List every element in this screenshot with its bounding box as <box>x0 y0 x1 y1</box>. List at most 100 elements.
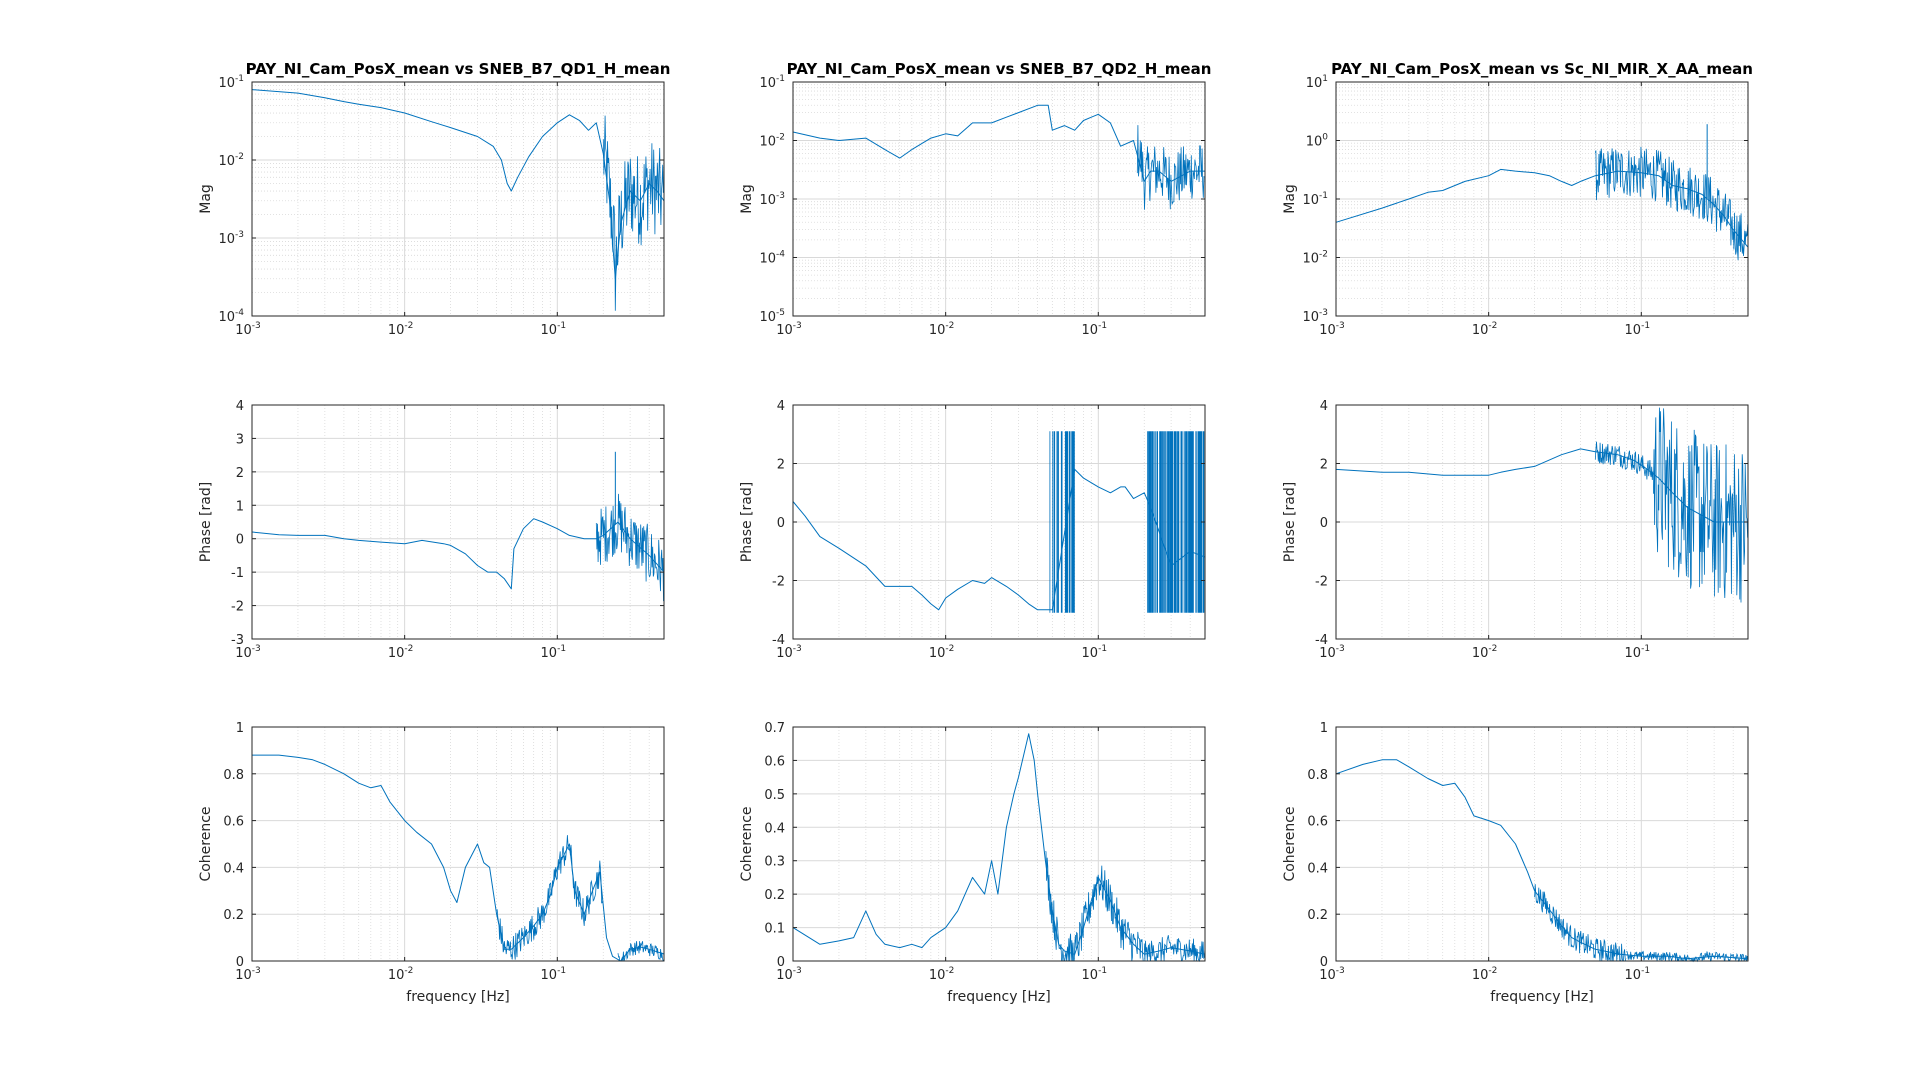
x-tick-label: 10-2 <box>388 966 414 983</box>
x-axis-label: frequency [Hz] <box>1490 989 1593 1005</box>
series-noise <box>617 941 664 962</box>
series-noise <box>1143 935 1206 963</box>
y-tick-label: -3 <box>231 633 244 648</box>
y-tick-label: 0 <box>777 955 785 970</box>
subplot-1-1: 10-3 10-2 10-1 -4 -2 0 2 4 Phase [rad] <box>739 399 1206 661</box>
series-noise <box>1594 146 1749 261</box>
x-tick-label: 10-1 <box>541 966 567 983</box>
y-tick-label: 0.8 <box>1307 768 1328 783</box>
y-tick-label: 2 <box>777 458 785 473</box>
y-tick-label: 1 <box>236 721 244 736</box>
y-tick-label: 3 <box>236 432 244 447</box>
y-axis-label: Mag <box>198 184 214 214</box>
y-axis-label: Mag <box>1282 184 1298 214</box>
y-tick-label: 0.6 <box>764 754 785 769</box>
y-tick-label: 4 <box>236 399 244 414</box>
y-tick-label: 1 <box>1320 721 1328 736</box>
x-tick-label: 10-1 <box>1082 644 1108 661</box>
y-tick-label: 0 <box>236 533 244 548</box>
x-tick-label: 10-3 <box>776 966 802 983</box>
y-tick-label: 0.4 <box>1307 861 1328 876</box>
y-tick-label: -1 <box>231 566 244 581</box>
y-tick-label: -2 <box>772 575 785 590</box>
y-tick-label: 0 <box>1320 516 1328 531</box>
x-tick-label: 10-2 <box>929 966 955 983</box>
x-tick-label: 10-1 <box>1625 966 1651 983</box>
subplot-title: PAY_NI_Cam_PosX_mean vs Sc_NI_MIR_X_AA_m… <box>1331 60 1753 78</box>
series-noise <box>602 115 665 311</box>
series-line <box>1335 168 1749 248</box>
grid <box>792 726 1205 962</box>
subplot-0-2: 10-3 10-2 10-1 10-3 10-2 10-1 100 101PAY_NI_Cam… <box>1282 60 1753 338</box>
subplot-title: PAY_NI_Cam_PosX_mean vs SNEB_B7_QD2_H_me… <box>787 60 1212 78</box>
y-tick-label: 101 <box>1306 74 1328 91</box>
y-axis-label: Coherence <box>1282 806 1298 881</box>
x-axis-label: frequency [Hz] <box>406 989 509 1005</box>
y-tick-label: 0 <box>236 955 244 970</box>
axes-box <box>251 726 665 962</box>
y-tick-label: 2 <box>1320 458 1328 473</box>
y-tick-label: 0.2 <box>223 908 244 923</box>
y-tick-label: 10-3 <box>218 230 244 247</box>
x-tick-label: 10-3 <box>1319 321 1345 338</box>
x-tick-label: 10-3 <box>235 966 261 983</box>
y-tick-label: 10-2 <box>218 152 244 169</box>
y-tick-label: 10-1 <box>218 74 244 91</box>
y-tick-label: 0.4 <box>764 821 785 836</box>
plot-area <box>252 82 664 316</box>
x-axis-label: frequency [Hz] <box>947 989 1050 1005</box>
y-tick-label: 0.3 <box>764 855 785 870</box>
y-tick-label: 1 <box>236 499 244 514</box>
y-axis-label: Coherence <box>739 806 755 881</box>
x-tick-label: 10-3 <box>235 644 261 661</box>
subplot-2-1: 10-3 10-2 10-1 0 0.1 0.2 0.3 0.4 0.5 0.6 0.7 Cohere… <box>739 721 1206 1005</box>
subplot-2-0: 10-3 10-2 10-1 0 0.2 0.4 0.6 0.8 1 Coherence frequ… <box>198 721 665 1005</box>
series-noise <box>1594 441 1654 481</box>
y-tick-label: 100 <box>1306 133 1329 150</box>
x-tick-label: 10-3 <box>1319 644 1345 661</box>
y-tick-label: 10-2 <box>759 133 785 150</box>
x-tick-label: 10-2 <box>929 644 955 661</box>
plot-area <box>252 727 664 961</box>
y-tick-label: 4 <box>777 399 785 414</box>
y-tick-label: 10-4 <box>218 308 244 325</box>
axes-box <box>251 404 665 640</box>
series-noise <box>1534 884 1627 962</box>
subplot-title: PAY_NI_Cam_PosX_mean vs SNEB_B7_QD1_H_me… <box>246 60 671 78</box>
axes-box <box>792 726 1206 962</box>
y-tick-label: 10-5 <box>759 308 785 325</box>
series-noise <box>496 835 604 960</box>
x-tick-label: 10-2 <box>1472 321 1498 338</box>
plot-area <box>252 405 664 639</box>
axes-box <box>251 81 665 317</box>
subplot-1-0: 10-3 10-2 10-1 -3 -2 -1 0 1 2 3 4 Phase [rad] <box>198 399 665 661</box>
x-tick-label: 10-1 <box>541 321 567 338</box>
y-tick-label: 0.7 <box>764 721 785 736</box>
y-tick-label: 0.8 <box>223 768 244 783</box>
x-tick-label: 10-3 <box>1319 966 1345 983</box>
y-tick-label: 4 <box>1320 399 1328 414</box>
y-tick-label: -2 <box>231 600 244 615</box>
x-tick-label: 10-1 <box>1082 966 1108 983</box>
series-noise <box>1653 407 1748 603</box>
y-tick-label: 10-1 <box>759 74 785 91</box>
x-tick-label: 10-1 <box>1082 321 1108 338</box>
y-tick-label: 0.1 <box>764 922 785 937</box>
series-noise <box>1136 125 1205 210</box>
plot-area <box>1336 727 1748 961</box>
x-tick-label: 10-2 <box>1472 644 1498 661</box>
series-phase-wrap <box>1049 431 1075 613</box>
series-line <box>792 104 1205 182</box>
x-tick-label: 10-1 <box>1625 321 1651 338</box>
y-tick-label: 0 <box>777 516 785 531</box>
x-tick-label: 10-1 <box>1625 644 1651 661</box>
series-noise <box>1626 950 1749 963</box>
subplot-0-0: 10-3 10-2 10-110-410-310-210-1PAY_NI_Cam_P… <box>198 60 670 338</box>
y-axis-label: Coherence <box>198 806 214 881</box>
subplot-2-2: 10-3 10-2 10-1 0 0.2 0.4 0.6 0.8 1 Coherence frequ… <box>1282 721 1749 1005</box>
y-axis-label: Phase [rad] <box>739 482 755 562</box>
y-axis-label: Mag <box>739 184 755 214</box>
y-tick-label: 0.4 <box>223 861 244 876</box>
y-tick-label: -4 <box>1315 633 1328 648</box>
